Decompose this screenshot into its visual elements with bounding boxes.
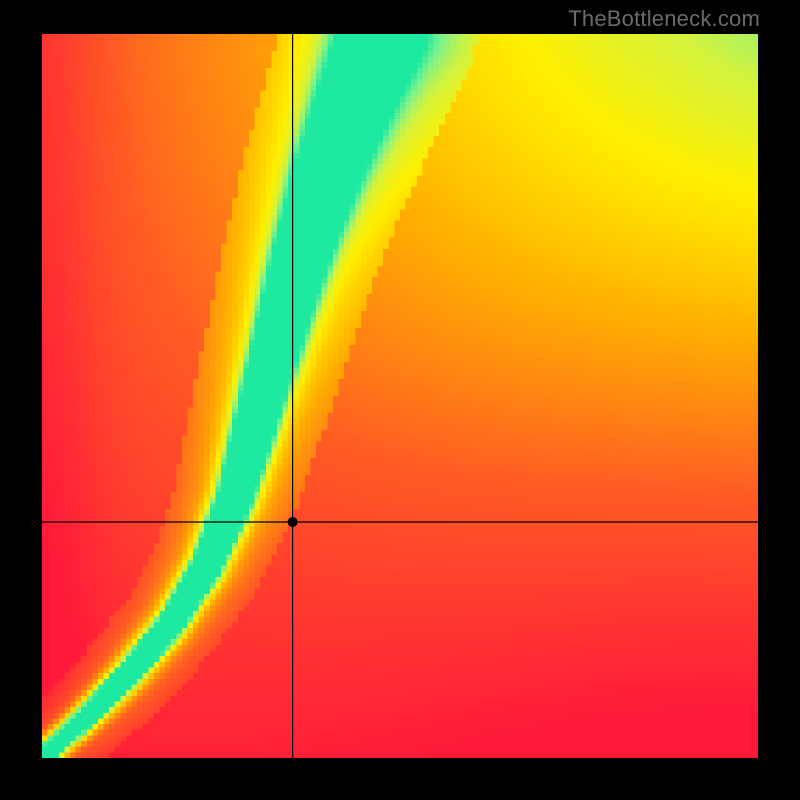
watermark-text: TheBottleneck.com xyxy=(568,6,760,32)
chart-container: { "watermark": { "text": "TheBottleneck.… xyxy=(0,0,800,800)
bottleneck-heatmap xyxy=(42,34,758,758)
